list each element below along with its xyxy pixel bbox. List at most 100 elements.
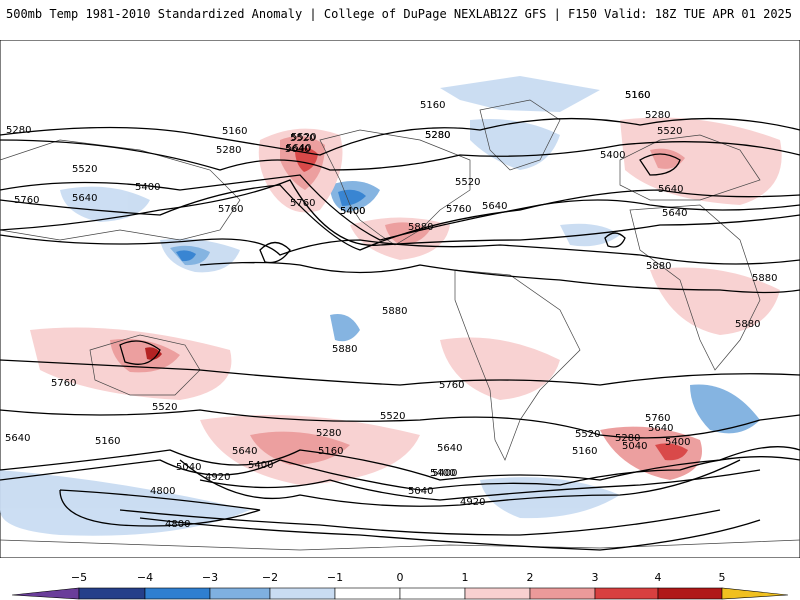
contour-label: 5160 [625,90,650,101]
contour-label: 5040 [622,441,647,452]
neg-anomaly-pacific-ne-core [338,189,366,206]
pos-anomaly-australia-core [110,339,180,373]
colorbar-tick: 3 [592,571,599,584]
contour-5640-s [0,456,800,491]
contour-5160-n [0,117,800,156]
contour-label: 5520 [72,164,97,175]
contour-label: 5760 [51,378,76,389]
colorbar-arrow-right [721,587,789,600]
contour-label: 5400 [432,468,457,479]
contour-label: 5400 [600,150,625,161]
contour-label: 5640 [286,143,311,154]
colorbar-swatch [209,587,271,600]
contour-label: 5040 [176,462,201,473]
contour-label: 5880 [408,222,433,233]
contour-5880-n [199,261,800,294]
contour-label: 5880 [382,306,407,317]
contour-label: 5520 [575,429,600,440]
contour-label: 5640 [285,144,310,155]
contour-closed-high-pacific [259,241,291,264]
colorbar-arrow-left [11,587,80,600]
coast-south-america [454,269,581,461]
neg-anomaly-pacific-c [330,314,360,342]
contour-label: 5640 [232,446,257,457]
contour-labels: 5160 5160 5160 5280 5280 5280 5280 5520 … [5,90,777,530]
contour-label: 5760 [446,204,471,215]
neg-anomaly-atlantic [560,223,620,247]
neg-anomaly-arctic [440,76,600,112]
colorbar-tick: 0 [397,571,404,584]
contour-label: 5280 [425,130,450,141]
contour-label: 4800 [165,519,190,530]
contour-label: 5280 [316,428,341,439]
colorbar-tick: −3 [202,571,218,584]
contour-label: 5640 [658,184,683,195]
contour-label: 5160 [420,100,445,111]
colorbar-tick: −5 [71,571,87,584]
contour-label: 5400 [340,206,365,217]
contour-label: 5760 [290,198,315,209]
colorbar-swatch [529,587,596,600]
contour-label: 5640 [72,193,97,204]
contour-label: 5760 [218,204,243,215]
neg-anomaly-southern-ocean-c [480,477,620,519]
contour-label: 5760 [439,380,464,391]
contour-5520-s [0,446,800,481]
contour-label: 5280 [645,110,670,121]
contour-label: 5400 [430,468,455,479]
pos-anomaly-south-pacific-core [250,431,350,465]
contour-label: 5280 [425,130,450,141]
pos-anomaly-south-atlantic [600,426,702,480]
contour-label: 5520 [291,132,316,143]
contour-5280-n [0,139,800,171]
contour-label: 5040 [408,486,433,497]
pos-anomaly-australia-peak [145,347,162,360]
coast-greenland [479,99,561,171]
contour-label: 5640 [648,423,673,434]
colorbar-swatch [269,587,336,600]
model-valid-time: 12Z GFS | F150 Valid: 18Z TUE APR 01 202… [495,7,792,21]
contour-label: 5520 [152,402,177,413]
contour-label: 5280 [6,125,31,136]
neg-anomaly-southern-ocean-w [0,470,250,536]
colorbar-tick: 5 [719,571,726,584]
contour-label: 5880 [752,273,777,284]
contour-label: 5160 [318,446,343,457]
contour-label: 5400 [665,437,690,448]
colorbar-swatch [464,587,531,600]
anomaly-map: 5160 5160 5160 5280 5280 5280 5280 5520 … [0,40,800,558]
pos-anomaly-europe [620,117,782,205]
contour-5400-n [0,184,800,251]
neg-anomaly-greenland [470,119,560,170]
contour-4800-s [59,489,261,527]
contour-5880-s [0,359,800,386]
contour-label: 4920 [460,497,485,508]
colorbar: −5 −4 −3 −2 −1 0 1 2 3 4 5 [11,571,789,600]
contour-5760-s [0,409,800,439]
colorbar-swatch [144,587,211,600]
colorbar-tick: −1 [327,571,343,584]
coast-europe [619,134,761,201]
contour-label: 5520 [657,126,682,137]
contour-label: 5160 [222,126,247,137]
contour-label: 5880 [332,344,357,355]
contour-label: 5880 [735,319,760,330]
contour-closed-low-atlantic [604,232,626,248]
contour-label: 5280 [615,433,640,444]
contour-label: 5520 [380,411,405,422]
colorbar-tick: −4 [137,571,153,584]
colorbar-tick: −2 [262,571,278,584]
contour-label: 5160 [572,446,597,457]
coast-africa [629,204,761,371]
contour-4920-s [139,517,761,551]
colorbar-tick: 1 [462,571,469,584]
pos-anomaly-africa [650,267,780,335]
contour-label: 5400 [340,206,365,217]
colorbar-swatch [78,587,146,600]
contour-label: 5400 [248,460,273,471]
contour-label: 5640 [662,208,687,219]
contour-label: 5640 [5,433,30,444]
neg-anomaly-southern-ocean-e [690,384,760,434]
contour-label: 5640 [482,201,507,212]
colorbar-swatch [657,587,723,600]
